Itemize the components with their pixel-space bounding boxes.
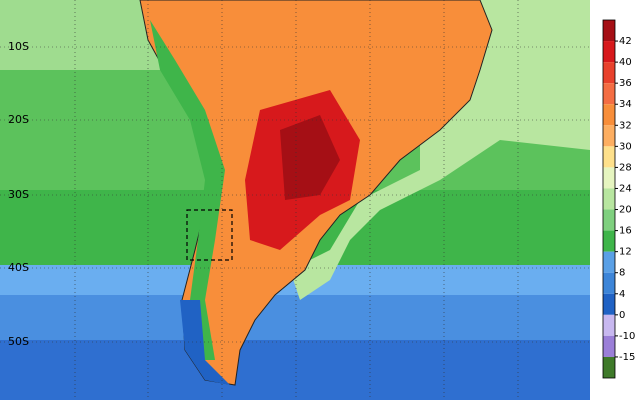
colorbar-label: 24 bbox=[619, 183, 632, 194]
colorbar-swatch bbox=[603, 230, 615, 252]
colorbar-frame bbox=[602, 19, 616, 379]
colorbar-swatch bbox=[603, 125, 615, 147]
colorbar-label: 30 bbox=[619, 141, 632, 152]
lat-label: 50S bbox=[8, 335, 29, 348]
graticule bbox=[0, 0, 590, 400]
ocean-band bbox=[0, 295, 590, 340]
lat-label: 20S bbox=[8, 113, 29, 126]
colorbar-swatch bbox=[603, 20, 615, 42]
colorbar-label: -15 bbox=[619, 352, 635, 363]
colorbar-swatch bbox=[603, 62, 615, 84]
colorbar-label: 0 bbox=[619, 310, 625, 321]
region-box bbox=[186, 209, 233, 261]
colorbar-label: 4 bbox=[619, 289, 625, 300]
colorbar-label: 20 bbox=[619, 205, 632, 216]
colorbar-swatch bbox=[603, 272, 615, 294]
colorbar-label: 28 bbox=[619, 162, 632, 173]
ocean-band bbox=[290, 0, 590, 300]
colorbar-swatch bbox=[603, 146, 615, 168]
colorbar-label: 36 bbox=[619, 78, 632, 89]
colorbar-swatch bbox=[603, 356, 615, 378]
colorbar-label: 12 bbox=[619, 247, 632, 258]
colorbar-swatch bbox=[603, 104, 615, 126]
colorbar-label: 42 bbox=[619, 36, 632, 47]
lat-label: 30S bbox=[8, 188, 29, 201]
lat-label: 10S bbox=[8, 40, 29, 53]
colorbar-swatch bbox=[603, 41, 615, 63]
colorbar-label: 34 bbox=[619, 99, 632, 110]
colorbar-swatch bbox=[603, 293, 615, 315]
colorbar-swatch bbox=[603, 251, 615, 273]
colorbar-swatch bbox=[603, 167, 615, 189]
andes-south bbox=[180, 300, 230, 385]
colorbar-label: 16 bbox=[619, 226, 632, 237]
colorbar-label: 32 bbox=[619, 120, 632, 131]
ocean-band bbox=[0, 340, 590, 400]
colorbar-label: -10 bbox=[619, 331, 635, 342]
andes bbox=[150, 20, 225, 360]
colorbar-swatch bbox=[603, 188, 615, 210]
lat-label: 40S bbox=[8, 261, 29, 274]
colorbar-swatch bbox=[603, 83, 615, 105]
colorbar-label: 40 bbox=[619, 57, 632, 68]
hot-core bbox=[280, 115, 340, 200]
colorbar-swatch bbox=[603, 335, 615, 357]
colorbar-label: 8 bbox=[619, 268, 625, 279]
colorbar-swatch bbox=[603, 209, 615, 231]
colorbar-swatch bbox=[603, 314, 615, 336]
